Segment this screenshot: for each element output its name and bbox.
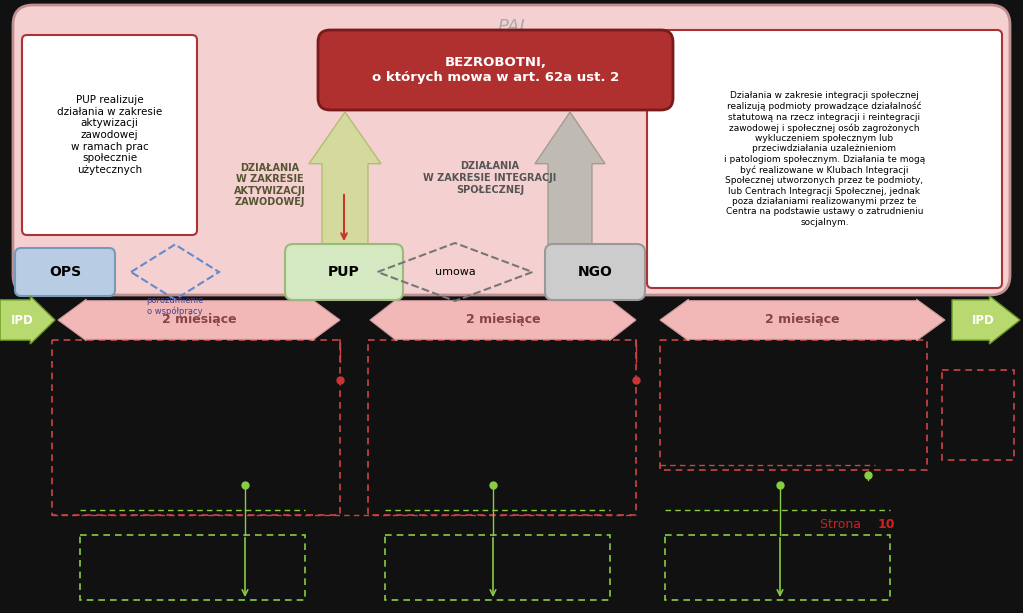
Text: Działania w zakresie integracji społecznej
realizują podmioty prowadzące działal: Działania w zakresie integracji społeczn… xyxy=(724,91,925,227)
Text: NGO: NGO xyxy=(578,265,613,279)
Text: OPS: OPS xyxy=(49,265,81,279)
Polygon shape xyxy=(952,296,1020,344)
Bar xyxy=(368,340,636,515)
Polygon shape xyxy=(0,296,55,344)
Polygon shape xyxy=(660,299,945,341)
Bar xyxy=(52,340,340,515)
FancyBboxPatch shape xyxy=(15,248,115,296)
Text: porozumienie
o współpracy: porozumienie o współpracy xyxy=(146,296,204,316)
Polygon shape xyxy=(535,112,605,248)
Text: 2 miesiące: 2 miesiące xyxy=(162,313,236,327)
FancyBboxPatch shape xyxy=(23,35,197,235)
Polygon shape xyxy=(370,299,636,341)
Polygon shape xyxy=(58,299,340,341)
Text: DZIAŁANIA
W ZAKRESIE INTEGRACJI
SPOŁECZNEJ: DZIAŁANIA W ZAKRESIE INTEGRACJI SPOŁECZN… xyxy=(424,161,557,194)
Bar xyxy=(665,535,890,600)
Text: PUP: PUP xyxy=(328,265,360,279)
Text: BEZROBOTNI,
o których mowa w art. 62a ust. 2: BEZROBOTNI, o których mowa w art. 62a us… xyxy=(372,56,619,84)
FancyBboxPatch shape xyxy=(647,30,1002,288)
Text: 10: 10 xyxy=(878,519,895,531)
Text: 2 miesiące: 2 miesiące xyxy=(765,313,840,327)
Text: Strona: Strona xyxy=(820,519,865,531)
Bar xyxy=(660,340,927,470)
Text: PUP realizuje
działania w zakresie
aktywizacji
zawodowej
w ramach prac
społeczni: PUP realizuje działania w zakresie aktyw… xyxy=(57,95,162,175)
Text: PAI: PAI xyxy=(497,18,526,36)
Text: IPD: IPD xyxy=(10,313,34,327)
FancyBboxPatch shape xyxy=(285,244,403,300)
Text: umowa: umowa xyxy=(435,267,476,277)
Bar xyxy=(80,535,305,600)
FancyBboxPatch shape xyxy=(318,30,673,110)
Bar xyxy=(942,370,1014,460)
FancyBboxPatch shape xyxy=(13,5,1010,295)
Text: 2 miesiące: 2 miesiące xyxy=(465,313,540,327)
Polygon shape xyxy=(309,112,381,248)
Text: DZIAŁANIA
W ZAKRESIE
AKTYWIZACJI
ZAWODOWEJ: DZIAŁANIA W ZAKRESIE AKTYWIZACJI ZAWODOW… xyxy=(234,162,306,207)
Text: IPD: IPD xyxy=(972,313,994,327)
FancyBboxPatch shape xyxy=(545,244,644,300)
Bar xyxy=(385,535,610,600)
